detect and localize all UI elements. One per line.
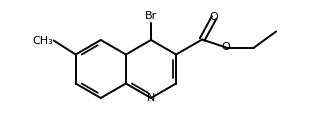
Text: O: O [210, 13, 219, 22]
Text: Br: Br [145, 11, 157, 21]
Text: O: O [222, 43, 230, 52]
Text: N: N [147, 93, 155, 103]
Text: CH₃: CH₃ [32, 35, 53, 46]
